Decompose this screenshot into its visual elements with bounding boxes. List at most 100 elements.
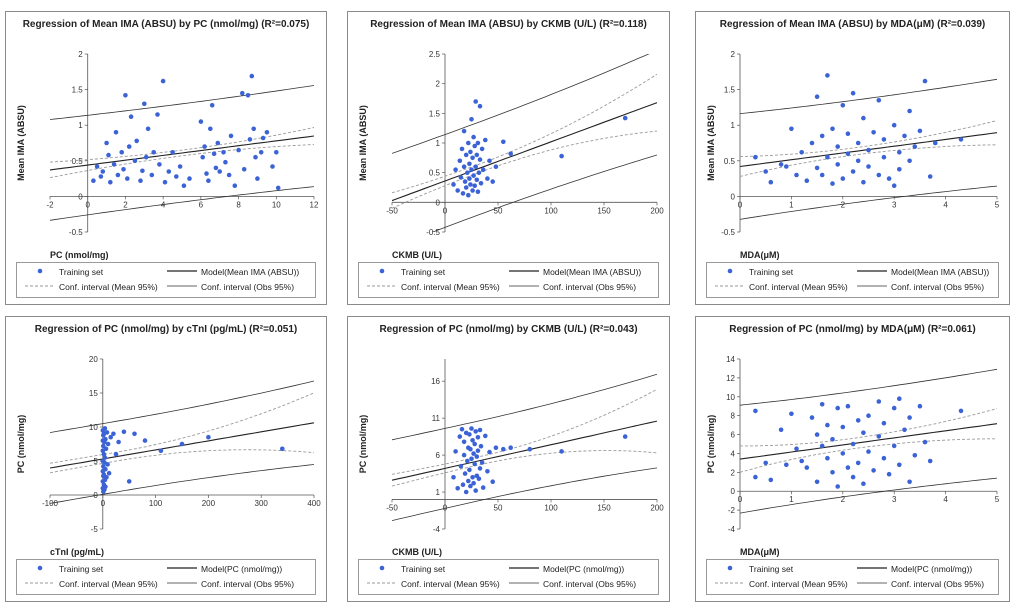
data-point (487, 449, 492, 455)
data-point (861, 115, 866, 121)
data-point (819, 133, 825, 139)
x-tick-label: 1 (789, 200, 794, 209)
data-point (187, 176, 192, 181)
data-point (559, 449, 564, 454)
legend-item-model: Model(Mean IMA (ABSU)) (857, 267, 990, 277)
data-point (485, 176, 490, 181)
y-tick-label: 1.5 (724, 86, 736, 95)
data-point (902, 427, 907, 433)
x-tick-label: 5 (995, 495, 1000, 504)
y-tick-label: 14 (726, 355, 735, 364)
data-point (463, 489, 469, 495)
mean-ci-lower-line (50, 449, 314, 474)
data-point (835, 484, 840, 489)
data-point (462, 471, 468, 476)
data-point (469, 426, 474, 431)
x-tick-label: 10 (272, 200, 281, 209)
data-point (907, 479, 912, 485)
data-point (845, 151, 851, 156)
data-point (794, 172, 799, 178)
data-point (876, 98, 882, 103)
y-tick-label: 2 (436, 80, 441, 89)
data-point (508, 445, 513, 450)
data-point (204, 171, 209, 176)
x-tick-label: 8 (236, 200, 241, 209)
data-point (461, 164, 467, 169)
data-point (881, 137, 887, 142)
data-point (871, 468, 876, 473)
x-tick-label: 100 (544, 503, 558, 512)
data-point (94, 164, 100, 169)
x-tick-label: 400 (307, 499, 321, 508)
x-axis-label: CKMB (U/L) (392, 547, 442, 557)
y-tick-label: 4 (731, 449, 736, 458)
data-point (469, 167, 474, 172)
data-point (223, 159, 228, 165)
y-axis-label: Mean IMA (ABSU) (358, 105, 368, 181)
y-tick-label: 20 (89, 355, 98, 364)
legend-item-training: Training set (367, 267, 445, 277)
data-point (467, 161, 472, 167)
plot-area (50, 73, 314, 221)
data-point (116, 439, 121, 445)
data-point (125, 176, 130, 181)
data-point (475, 435, 481, 440)
data-point (461, 439, 467, 445)
chart-panel-ima-vs-mda: Regression of Mean IMA (ABSU) by MDA(μM)… (695, 11, 1010, 305)
data-point (274, 150, 279, 155)
data-point (866, 164, 871, 169)
y-tick-label: -4 (728, 525, 736, 534)
x-tick-label: 50 (494, 206, 503, 215)
data-point (104, 140, 109, 146)
legend-item-model: Model(PC (nmol/mg)) (167, 564, 283, 574)
y-tick-label: 2 (731, 50, 736, 59)
data-point (451, 182, 456, 187)
data-point (866, 413, 871, 418)
data-point (103, 446, 109, 452)
y-axis-label: Mean IMA (ABSU) (16, 105, 26, 181)
data-point (876, 172, 882, 178)
data-point (855, 460, 861, 466)
mean-ci-upper-line (740, 408, 997, 447)
data-point (264, 130, 270, 135)
y-tick-label: 12 (726, 374, 735, 383)
data-point (468, 182, 473, 187)
data-point (132, 158, 138, 164)
legend-item-mean-ci: Conf. interval (Mean 95%) (367, 282, 500, 292)
mean-ci-lower-line (740, 438, 997, 473)
y-tick-label: 15 (89, 389, 98, 398)
obs-ci-lower-line (50, 464, 314, 504)
chart-panel-pc-vs-ckmb: Regression of PC (nmol/mg) by CKMB (U/L)… (347, 316, 670, 602)
legend: Training set Model(Mean IMA (ABSU)) Conf… (706, 262, 999, 298)
x-tick-label: -50 (386, 503, 398, 512)
data-point (850, 474, 856, 480)
x-tick-label: 2 (841, 200, 846, 209)
data-point (472, 441, 477, 447)
data-point (483, 137, 488, 143)
x-tick-label: 6 (199, 200, 204, 209)
data-point (814, 432, 820, 437)
data-point (209, 103, 215, 108)
data-point (455, 486, 460, 491)
data-point (763, 460, 768, 466)
data-point (105, 441, 111, 447)
data-point (840, 451, 846, 456)
data-point (453, 167, 458, 172)
y-tick-label: 16 (431, 377, 440, 386)
data-point (784, 462, 789, 468)
data-point (474, 177, 480, 183)
data-point (474, 454, 480, 459)
x-tick-label: 0 (738, 495, 743, 504)
legend-item-training: Training set (25, 267, 103, 277)
legend-item-model: Model(Mean IMA (ABSU)) (509, 267, 642, 277)
data-point (485, 469, 490, 474)
data-point (469, 117, 474, 122)
data-point (138, 178, 143, 183)
data-point (768, 179, 774, 185)
data-point (198, 119, 204, 124)
obs-ci-lower-line (740, 477, 997, 514)
x-tick-label: 200 (202, 499, 216, 508)
data-point (881, 420, 887, 426)
y-tick-label: -2 (728, 506, 736, 515)
obs-ci-upper-line (50, 380, 314, 433)
